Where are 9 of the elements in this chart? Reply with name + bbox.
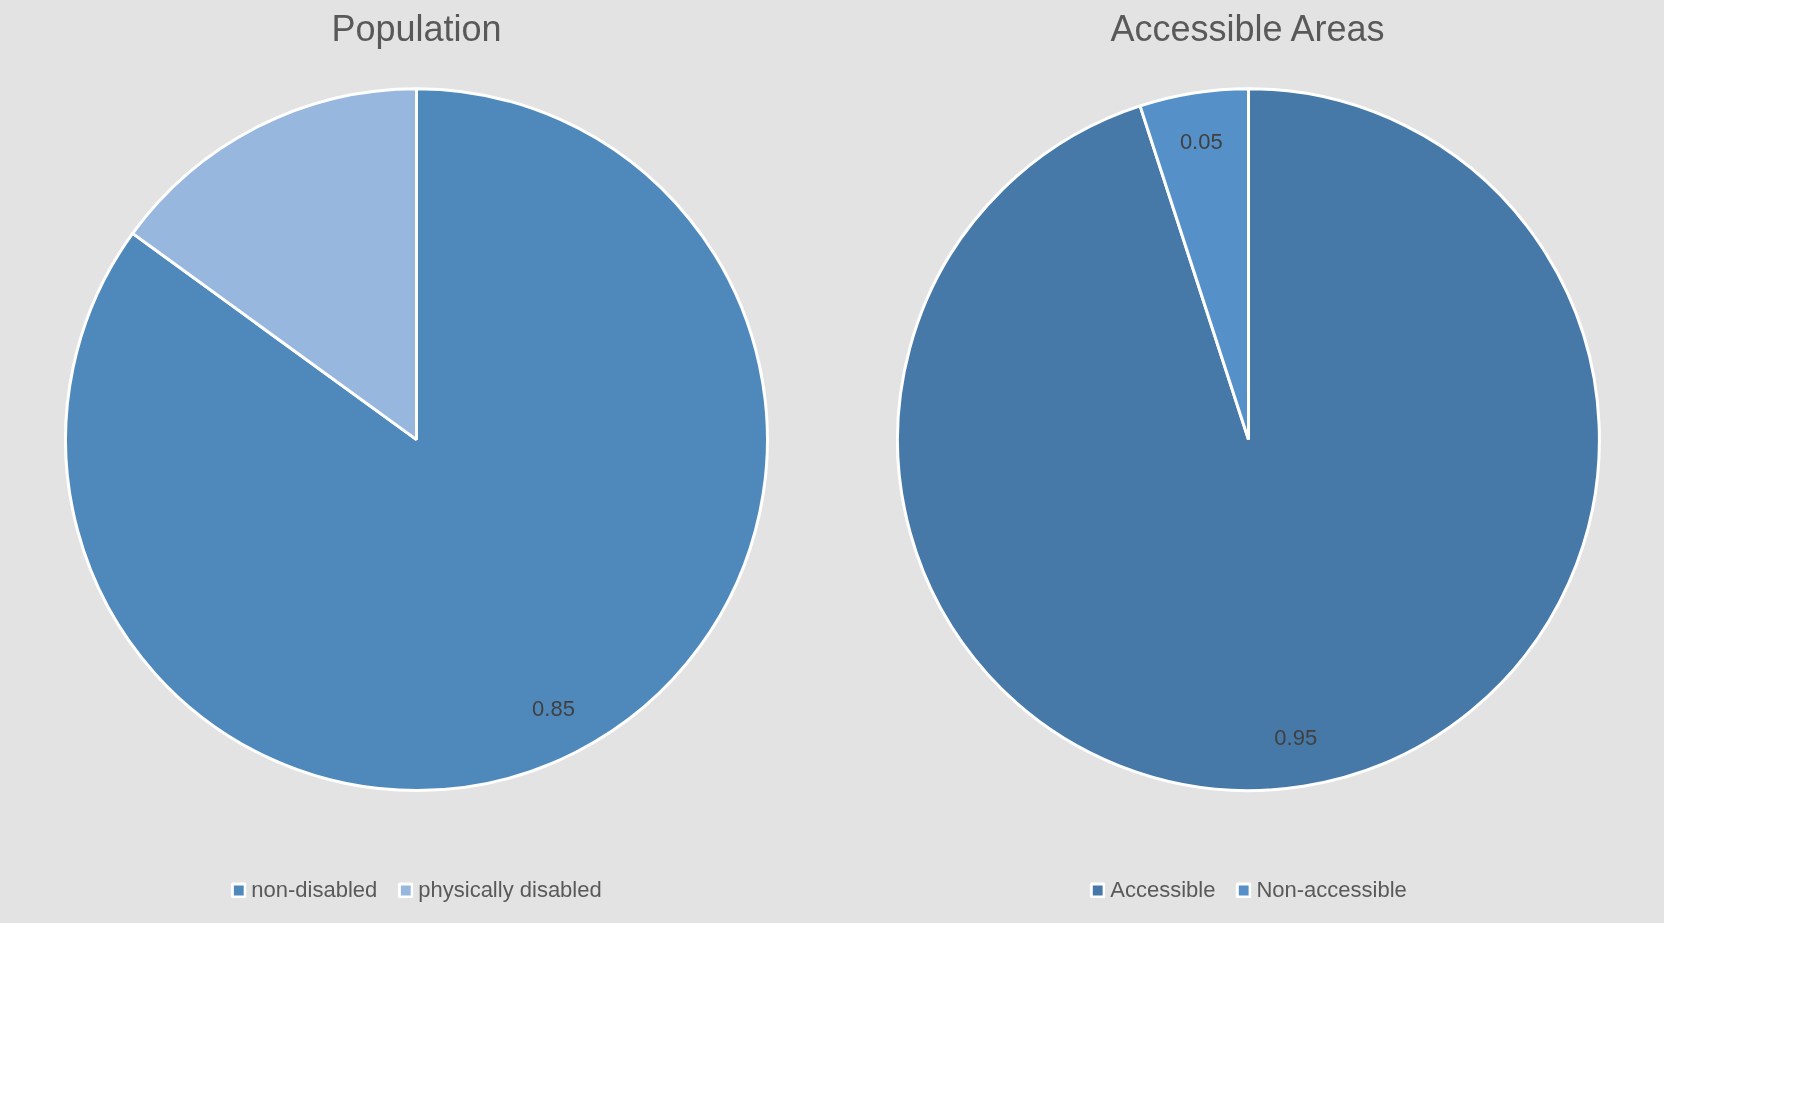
legend-label: non-disabled <box>251 877 378 903</box>
legend-label: Accessible <box>1110 877 1216 903</box>
legend-label: physically disabled <box>418 877 602 903</box>
data-label: 0.05 <box>1179 128 1223 154</box>
chart-title: Population <box>331 7 502 49</box>
legend-label: Non-accessible <box>1256 877 1407 903</box>
data-label: 0.85 <box>532 696 575 722</box>
chart-title: Accessible Areas <box>1110 7 1385 49</box>
data-label: 0.95 <box>1274 725 1318 751</box>
